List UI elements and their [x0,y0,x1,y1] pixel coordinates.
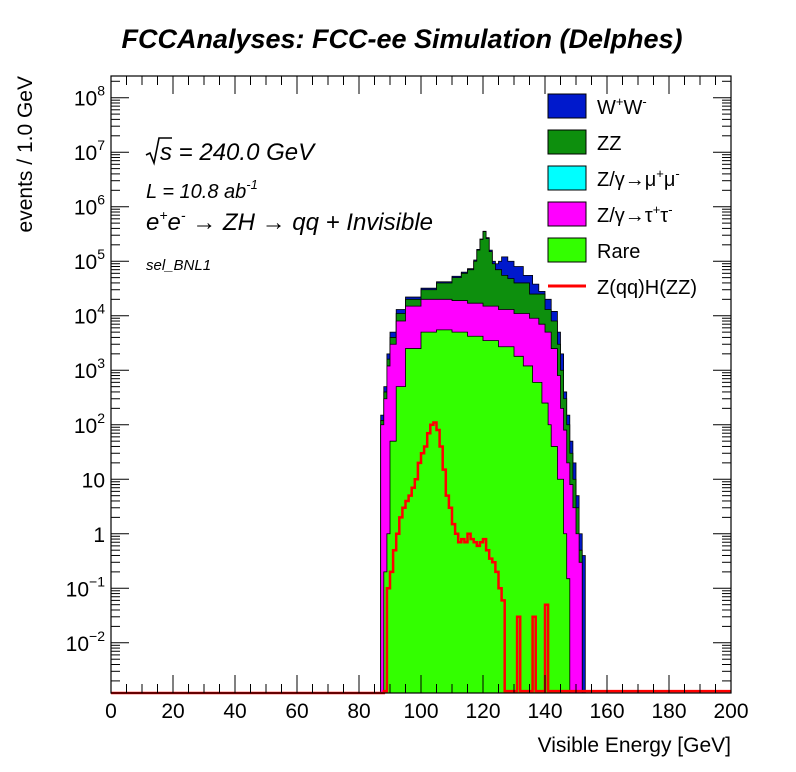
legend-label: Z/γ→μ+μ- [597,166,680,191]
legend-item: ZZ [547,129,621,155]
y-axis-label: events / 1.0 GeV [14,76,37,232]
y-tick-label: 103 [74,355,105,383]
process-text: → ZH → qq + Invisible [186,209,433,236]
legend-item: Rare [547,237,640,263]
x-tick-label: 120 [465,700,500,723]
y-tick-label: 1 [93,524,105,547]
legend: W+W- ZZ Z/γ→μ+μ- Z/γ→τ+τ- Rare Z(qq)H(ZZ) [547,93,697,299]
energy-text: = 240.0 GeV [172,139,316,166]
svg-text:s = 240.0 GeV: s = 240.0 GeV [160,139,316,166]
legend-swatch [547,129,587,155]
legend-label: ZZ [597,133,621,155]
x-tick-label: 200 [713,700,748,723]
legend-label: W+W- [597,94,647,119]
x-tick-label: 180 [651,700,686,723]
sqrt-sign-icon [145,137,172,166]
y-tick-label: 10 [82,469,105,492]
x-tick-label: 60 [285,700,308,723]
process-e1: e [146,209,159,236]
x-tick-label: 100 [403,700,438,723]
sqrt-s-symbol: s [160,139,172,166]
y-tick-label: 10−2 [66,628,106,656]
process-e2: e [168,209,181,236]
x-tick-label: 20 [161,700,184,723]
legend-swatch [547,93,587,119]
chart-title: FCCAnalyses: FCC-ee Simulation (Delphes) [121,24,682,54]
svg-text:e+e- → ZH → qq + Invisible: e+e- → ZH → qq + Invisible [146,207,433,236]
stack-rare [383,329,571,694]
y-tick-label: 102 [74,410,105,438]
x-axis-label: Visible Energy [GeV] [538,734,731,757]
legend-label: Rare [597,241,640,263]
selection-label: sel_BNL1 [146,257,211,274]
legend-label: Z(qq)H(ZZ) [597,277,697,299]
x-tick-label: 80 [347,700,370,723]
x-tick-label: 140 [527,700,562,723]
plot-area: 0 20 40 60 80 100 120 140 160 180 200 10−2 10−1 1 10 10… [66,75,749,723]
x-tick-label: 160 [589,700,624,723]
lumi-text: L = 10.8 ab [146,181,246,203]
legend-swatch [547,165,587,191]
legend-item: Z/γ→τ+τ- [547,201,673,227]
axis-ticks: 0 20 40 60 80 100 120 140 160 180 200 10−2 10−1 1 10 10… [66,76,749,723]
legend-swatch [547,201,587,227]
legend-label: Z/γ→τ+τ- [597,202,673,227]
y-tick-label: 105 [74,246,105,274]
svg-text:L = 10.8 ab-1: L = 10.8 ab-1 [146,177,258,203]
y-tick-label: 108 [74,83,105,111]
annotation-sqrt-s: s = 240.0 GeV [145,137,316,166]
lumi-exponent: -1 [246,177,258,192]
process-sup2: - [181,207,186,223]
stacked-histograms [380,230,586,694]
legend-item: W+W- [547,93,647,119]
y-tick-label: 107 [74,137,105,165]
process-sup1: + [159,207,167,223]
legend-item: Z(qq)H(ZZ) [548,277,697,299]
y-tick-label: 10−1 [66,573,106,601]
legend-swatch [547,237,587,263]
y-tick-label: 106 [74,192,105,220]
x-tick-label: 40 [223,700,246,723]
legend-item: Z/γ→μ+μ- [547,165,680,191]
x-tick-label: 0 [105,700,117,723]
y-tick-label: 104 [74,301,105,329]
